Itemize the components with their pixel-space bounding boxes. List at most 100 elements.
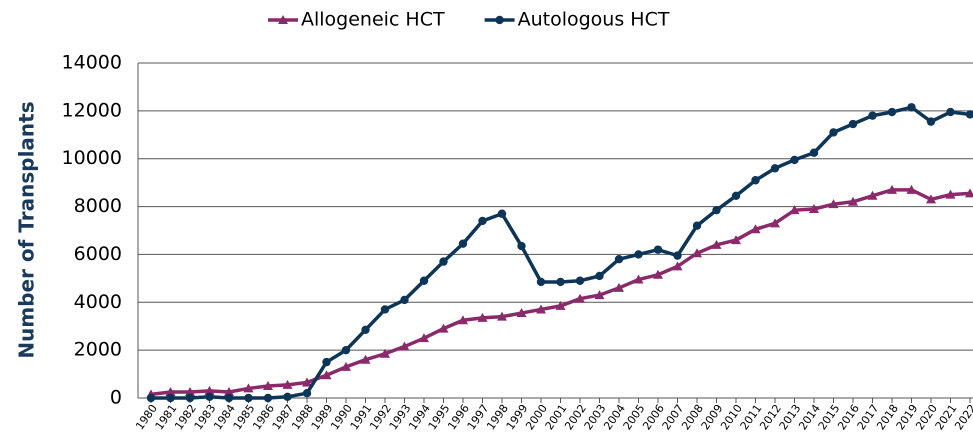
- data-point: [867, 190, 878, 200]
- data-point: [438, 323, 449, 333]
- data-point: [497, 311, 507, 321]
- data-point: [458, 315, 468, 325]
- data-point: [166, 393, 175, 403]
- data-point: [789, 205, 800, 215]
- data-point: [770, 218, 780, 228]
- data-point: [868, 111, 877, 120]
- data-point: [965, 188, 973, 198]
- data-point: [477, 312, 488, 322]
- data-point: [380, 305, 390, 314]
- data-point: [341, 361, 351, 371]
- legend-marker: [495, 15, 504, 25]
- y-tick-label: 0: [110, 387, 122, 409]
- data-point: [750, 224, 761, 234]
- data-point: [361, 325, 370, 335]
- y-axis-label: Number of Transplants: [15, 101, 39, 358]
- data-point: [282, 379, 293, 389]
- data-point: [653, 269, 663, 279]
- data-point: [439, 257, 448, 266]
- data-point: [887, 107, 897, 117]
- data-point: [321, 370, 332, 380]
- data-point: [653, 245, 663, 254]
- data-point: [302, 389, 312, 398]
- data-point: [633, 274, 644, 284]
- data-point: [205, 392, 214, 402]
- y-tick-label: 6000: [74, 243, 122, 265]
- data-point: [828, 199, 839, 209]
- y-tick-label: 14000: [62, 52, 122, 74]
- data-point: [516, 308, 527, 318]
- data-point: [224, 393, 234, 403]
- data-point: [926, 194, 936, 204]
- data-point: [906, 184, 917, 194]
- data-point: [594, 290, 605, 300]
- data-point: [263, 381, 273, 391]
- data-point: [731, 235, 741, 245]
- data-point: [243, 383, 254, 393]
- data-point: [146, 393, 156, 403]
- data-point: [283, 392, 292, 402]
- data-point: [692, 248, 702, 258]
- data-point: [614, 255, 624, 264]
- data-point: [965, 110, 973, 119]
- data-point: [614, 282, 624, 292]
- data-point: [165, 387, 176, 397]
- y-tick-label: 10000: [62, 147, 122, 169]
- data-point: [380, 348, 390, 358]
- data-point: [400, 295, 409, 305]
- data-point: [536, 277, 546, 287]
- data-point: [517, 241, 526, 251]
- data-point: [790, 155, 799, 165]
- data-point: [302, 377, 312, 387]
- data-point: [809, 203, 819, 213]
- y-tick-label: 2000: [74, 339, 122, 361]
- data-point: [263, 393, 273, 403]
- x-tick-label: 2022: [952, 402, 973, 432]
- data-point: [458, 239, 468, 248]
- data-point: [946, 107, 955, 117]
- data-point: [399, 341, 410, 351]
- data-point: [829, 128, 838, 137]
- data-point: [497, 209, 507, 218]
- legend-label: Allogeneic HCT: [301, 9, 445, 31]
- series-line: [150, 188, 971, 397]
- data-point: [204, 385, 215, 395]
- legend-marker: [278, 15, 288, 24]
- data-point: [244, 393, 253, 403]
- data-point: [575, 276, 585, 285]
- data-point: [478, 216, 487, 226]
- data-point: [360, 354, 371, 364]
- data-point: [751, 176, 760, 185]
- data-point: [711, 239, 722, 249]
- data-point: [848, 119, 858, 129]
- data-point: [712, 205, 721, 215]
- data-point: [926, 117, 936, 126]
- legend-label: Autologous HCT: [518, 9, 670, 31]
- y-tick-label: 4000: [74, 291, 122, 313]
- y-tick-label: 12000: [62, 99, 122, 121]
- data-point: [907, 103, 916, 112]
- series-line: [151, 105, 971, 400]
- data-point: [692, 221, 702, 230]
- data-point: [848, 196, 858, 206]
- data-point: [672, 261, 683, 271]
- data-point: [419, 276, 429, 285]
- data-point: [770, 164, 780, 173]
- data-point: [224, 387, 234, 397]
- data-point: [809, 148, 819, 157]
- y-tick-label: 8000: [74, 195, 122, 217]
- data-point: [185, 387, 195, 397]
- data-point: [322, 357, 331, 367]
- data-point: [555, 300, 566, 310]
- data-point: [731, 191, 741, 201]
- data-point: [634, 250, 643, 259]
- data-point: [673, 251, 682, 260]
- data-point: [575, 293, 585, 303]
- data-point: [887, 184, 897, 194]
- data-point: [419, 333, 429, 343]
- data-point: [595, 271, 604, 281]
- data-point: [945, 189, 956, 199]
- data-point: [185, 393, 195, 403]
- data-point: [536, 304, 546, 314]
